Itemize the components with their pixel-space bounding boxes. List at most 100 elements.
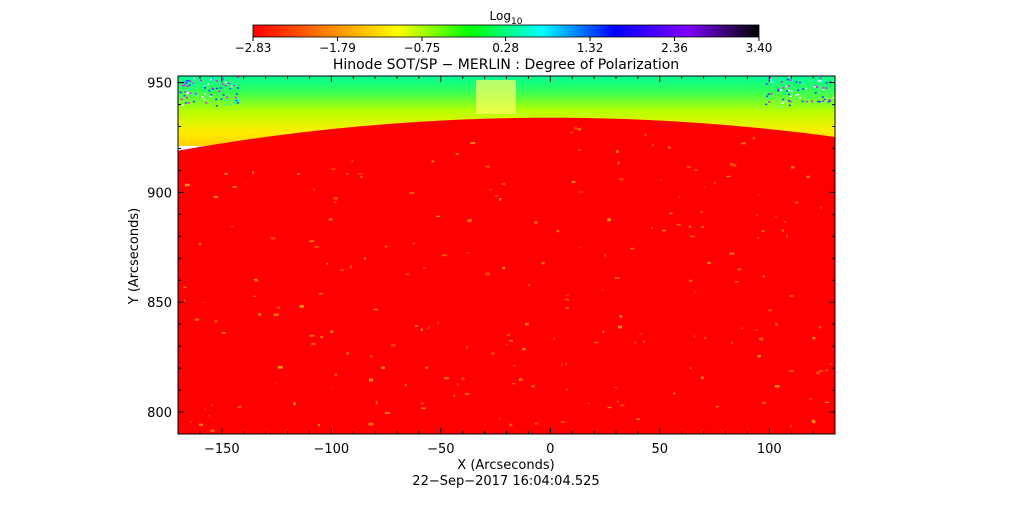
noise-dot bbox=[814, 85, 817, 87]
speckle bbox=[346, 352, 349, 355]
noise-dot bbox=[185, 82, 188, 84]
noise-dot bbox=[767, 93, 770, 95]
noise-dot bbox=[215, 87, 218, 90]
noise-dot bbox=[230, 103, 233, 106]
noise-dot bbox=[768, 101, 771, 103]
speckle bbox=[784, 221, 787, 223]
speckle bbox=[707, 261, 711, 264]
noise-dot bbox=[237, 87, 240, 89]
speckle bbox=[441, 254, 447, 257]
speckle bbox=[183, 299, 186, 302]
speckle bbox=[414, 325, 418, 327]
speckle bbox=[652, 143, 654, 147]
y-tick-label: 850 bbox=[147, 296, 172, 311]
speckle bbox=[309, 334, 315, 337]
noise-dot bbox=[182, 84, 185, 87]
noise-dot bbox=[235, 99, 238, 102]
timestamp: 22−Sep−2017 16:04:04.525 bbox=[412, 474, 599, 489]
noise-dot bbox=[781, 78, 784, 80]
speckle bbox=[436, 215, 441, 217]
speckle bbox=[729, 252, 735, 255]
noise-dot bbox=[205, 102, 208, 104]
speckle bbox=[351, 160, 354, 162]
noise-dot bbox=[786, 90, 789, 92]
speckle bbox=[757, 236, 759, 239]
speckle bbox=[531, 385, 535, 388]
speckle bbox=[726, 175, 731, 177]
speckle bbox=[565, 299, 569, 301]
noise-dot bbox=[777, 88, 780, 90]
polarization-speckles bbox=[183, 126, 832, 433]
colorbar-tick-label: 3.40 bbox=[746, 41, 773, 55]
x-tick-label: 0 bbox=[546, 442, 554, 457]
speckle bbox=[673, 392, 676, 395]
noise-dot bbox=[801, 100, 804, 103]
speckle bbox=[221, 331, 226, 334]
noise-dot bbox=[201, 96, 204, 98]
speckle bbox=[465, 393, 470, 395]
speckle bbox=[704, 336, 707, 340]
speckle bbox=[485, 165, 490, 168]
speckle bbox=[701, 376, 704, 380]
speckle bbox=[565, 294, 569, 296]
x-tick-label: 100 bbox=[757, 442, 782, 457]
noise-dot bbox=[825, 87, 828, 89]
noise-dot bbox=[816, 86, 819, 89]
speckle bbox=[571, 180, 576, 183]
noise-dot bbox=[184, 91, 187, 93]
noise-dot bbox=[819, 77, 822, 79]
speckle bbox=[427, 326, 430, 329]
speckle bbox=[278, 366, 283, 369]
speckle bbox=[527, 284, 531, 287]
speckle bbox=[565, 388, 569, 390]
noise-dot bbox=[210, 94, 213, 96]
noise-dot bbox=[772, 80, 775, 82]
noise-dot bbox=[237, 76, 240, 78]
speckle bbox=[607, 218, 611, 222]
colorbar-bar bbox=[252, 24, 760, 38]
noise-dot bbox=[187, 79, 190, 82]
speckle bbox=[405, 273, 409, 275]
speckle bbox=[525, 323, 529, 326]
noise-dot bbox=[234, 102, 237, 104]
x-tick-label: 50 bbox=[652, 442, 669, 457]
speckle bbox=[812, 336, 816, 340]
speckle bbox=[258, 313, 262, 316]
noise-dot bbox=[777, 90, 780, 92]
speckle bbox=[619, 404, 625, 407]
speckle bbox=[334, 373, 337, 376]
speckle bbox=[819, 370, 824, 372]
speckle bbox=[644, 133, 647, 136]
speckle bbox=[755, 329, 758, 331]
noise-dot bbox=[188, 84, 191, 86]
speckle bbox=[214, 320, 218, 323]
speckle bbox=[330, 387, 332, 389]
noise-dot bbox=[203, 84, 205, 86]
speckle bbox=[730, 162, 733, 166]
noise-dot bbox=[229, 87, 232, 90]
colorbar-tick-label: 0.28 bbox=[492, 41, 519, 55]
noise-dot bbox=[788, 76, 791, 78]
speckle bbox=[194, 318, 199, 321]
noise-dot bbox=[781, 102, 784, 104]
noise-dot bbox=[210, 78, 213, 81]
speckle bbox=[506, 334, 510, 336]
noise-dot bbox=[224, 81, 227, 84]
noise-dot bbox=[233, 83, 236, 86]
noise-dot bbox=[226, 96, 228, 99]
speckle bbox=[437, 321, 439, 325]
noise-dot bbox=[808, 96, 811, 98]
speckle bbox=[570, 131, 573, 134]
noise-dot bbox=[215, 76, 218, 78]
noise-dot bbox=[181, 104, 184, 106]
speckle bbox=[211, 403, 213, 406]
speckle bbox=[810, 419, 815, 421]
speckle bbox=[320, 336, 323, 338]
speckle bbox=[602, 330, 605, 333]
speckle bbox=[815, 371, 820, 375]
speckle bbox=[425, 366, 429, 369]
speckle bbox=[756, 214, 758, 217]
noise-dot bbox=[766, 77, 769, 79]
noise-dot bbox=[802, 88, 805, 90]
noise-dot bbox=[186, 76, 189, 78]
